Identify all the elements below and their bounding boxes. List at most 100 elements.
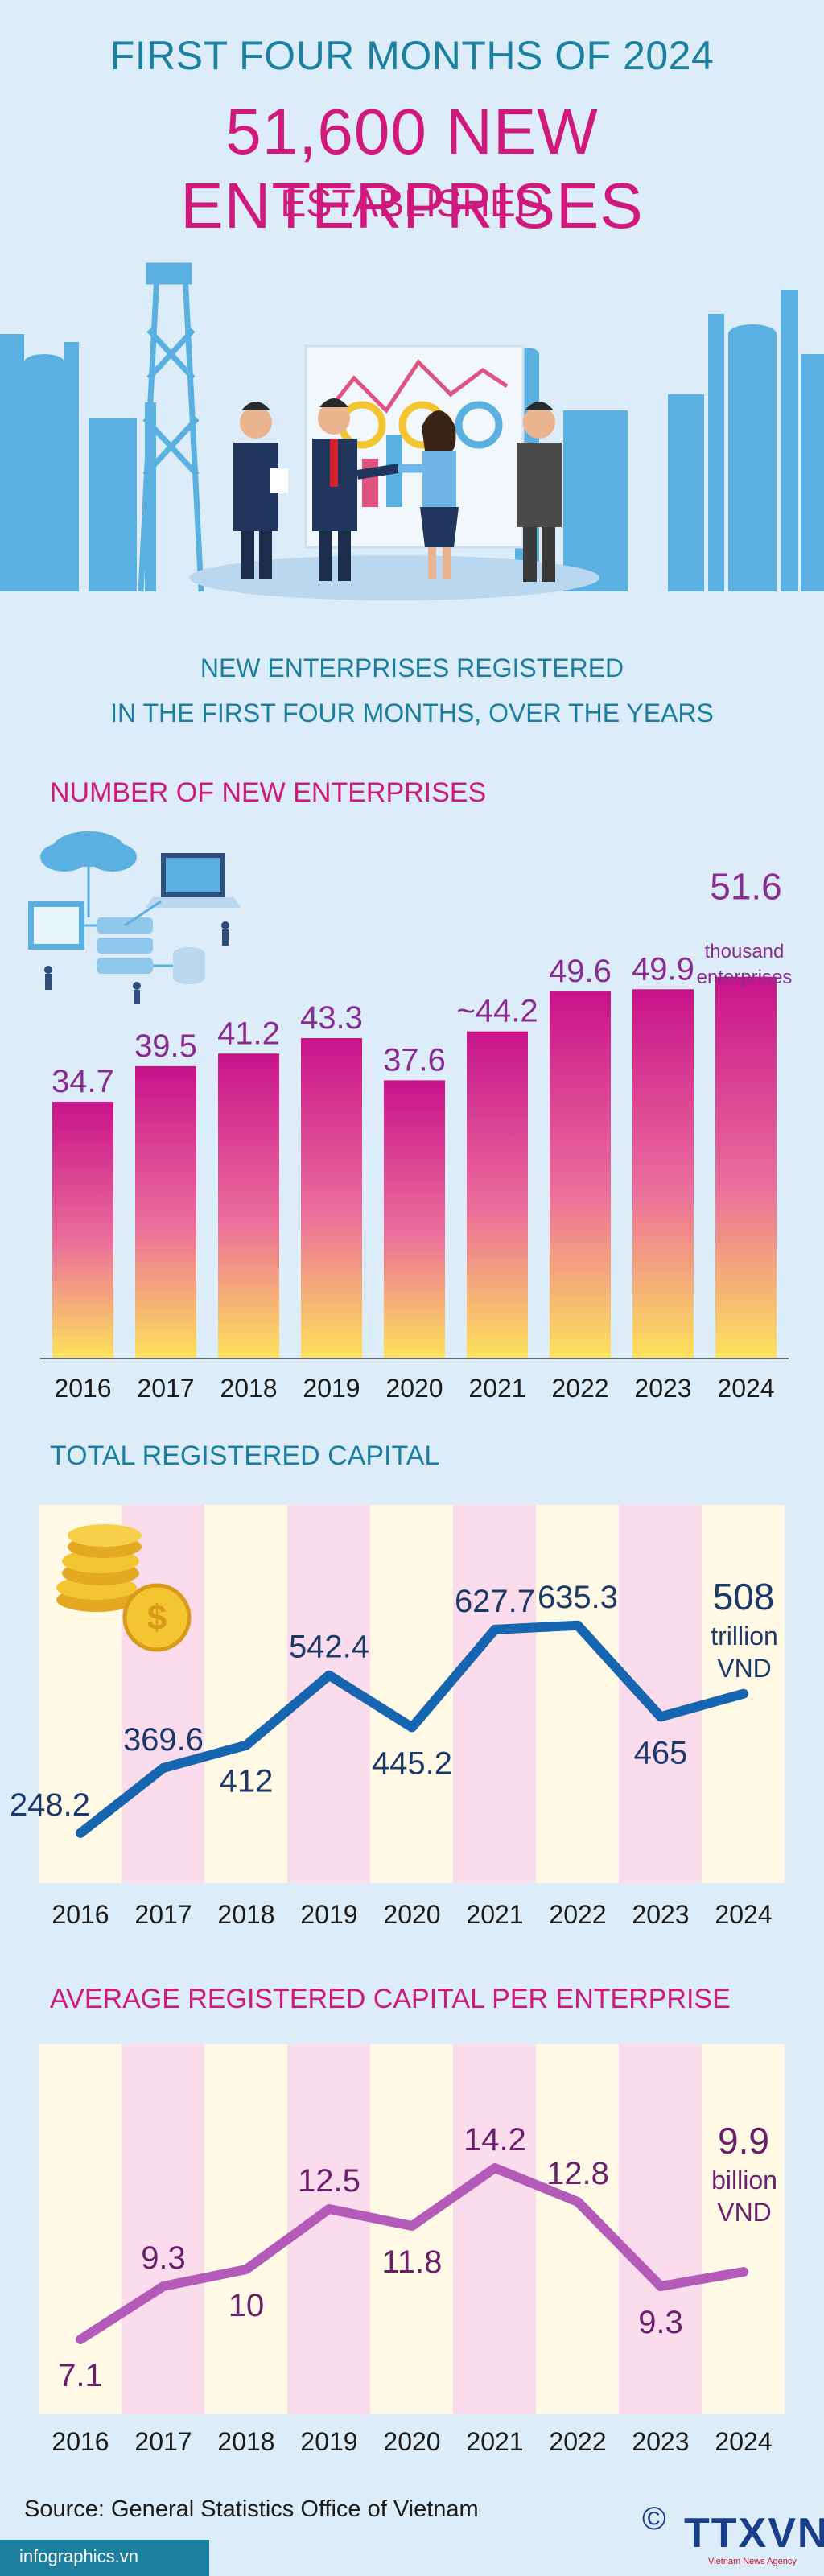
bar-2024 (715, 976, 777, 1358)
line-year-label: 2019 (300, 1900, 357, 1929)
column-stripe (453, 1505, 536, 1883)
businesswoman-icon (398, 410, 459, 579)
line-value-label: 7.1 (58, 2358, 103, 2393)
gold-coins-icon: $ (56, 1524, 192, 1652)
line-year-label: 2024 (715, 2427, 772, 2456)
svg-text:$: $ (147, 1598, 167, 1638)
bar-value-label: 34.7 (52, 1064, 114, 1099)
column-stripe (204, 2044, 287, 2414)
line-value-label: 11.8 (382, 2244, 443, 2280)
line-year-label: 2018 (217, 2427, 274, 2456)
bar-2019 (301, 1037, 362, 1358)
column-stripe (39, 2044, 122, 2414)
footer-bar (0, 2540, 209, 2576)
capital-line-chart: $ 248.2 369.6 412 542.4 445.2 627.7 635.3 465 50… (10, 1505, 785, 1929)
bar-year-label: 2018 (220, 1374, 277, 1403)
line-value-label: 445.2 (372, 1746, 452, 1782)
bar-2023 (632, 989, 694, 1358)
line-year-label: 2021 (466, 1900, 523, 1929)
bar-year-label: 2024 (717, 1374, 774, 1403)
monitor-icon (28, 901, 84, 950)
line-year-label: 2023 (632, 2427, 689, 2456)
headline: 51,600 NEW ENTERPRISES (180, 96, 644, 241)
ttxvn-logo: TTXVN (684, 2510, 824, 2557)
bar-value-label: 41.2 (217, 1016, 280, 1051)
line-year-label: 2019 (300, 2427, 357, 2456)
column-stripe (453, 2044, 536, 2414)
column-stripe (619, 1505, 702, 1883)
bar-value-label: 37.6 (383, 1042, 446, 1078)
average-unit-label-line2: VND (717, 2198, 772, 2227)
section-subtitle-line1: NEW ENTERPRISES REGISTERED (200, 653, 624, 682)
cloud-icon (40, 831, 137, 872)
bar-year-label: 2019 (303, 1374, 360, 1403)
line-value-label: 9.3 (638, 2305, 683, 2340)
column-stripe (122, 2044, 204, 2414)
site-link[interactable]: infographics.vn (19, 2546, 138, 2566)
line-value-label: 248.2 (10, 1787, 90, 1823)
capital-unit-label-line1: trillion (711, 1622, 778, 1651)
oil-derrick-icon (138, 262, 204, 592)
businessman-handshake-icon (312, 398, 399, 581)
bar-chart-title: NUMBER OF NEW ENTERPRISES (50, 777, 487, 808)
section-subtitle-line2: IN THE FIRST FOUR MONTHS, OVER THE YEARS (110, 699, 714, 727)
headline-sub: ESTABLISHED (280, 183, 544, 225)
line-value-label: 542.4 (289, 1630, 369, 1665)
bar-value-label: 51.6 (710, 866, 782, 908)
laptop-icon (145, 853, 241, 908)
bar-2018 (218, 1053, 279, 1358)
average-line-chart: 7.1 9.3 10 12.5 11.8 14.2 12.8 9.3 9.9 billion V… (39, 2044, 785, 2456)
line-year-label: 2016 (52, 2427, 109, 2456)
bar-value-label: 49.6 (549, 954, 612, 989)
bar-value-label: 39.5 (134, 1028, 197, 1064)
line-value-label: 627.7 (455, 1584, 535, 1619)
average-series-line (76, 2163, 748, 2344)
ttxvn-logo-subtitle: Vietnam News Agency (708, 2557, 797, 2566)
column-stripe (702, 2044, 785, 2414)
line-value-label: 10 (229, 2288, 265, 2323)
bar-unit-label-line1: thousand (705, 941, 785, 962)
line-year-label: 2021 (466, 2427, 523, 2456)
bar-2022 (550, 991, 611, 1358)
bar-value-label: 43.3 (300, 1000, 363, 1036)
bar-value-label: 49.9 (632, 951, 694, 987)
bar-year-label: 2021 (468, 1374, 525, 1403)
bar-2017 (135, 1065, 196, 1358)
line-value-label: 14.2 (464, 2122, 526, 2158)
line-year-label: 2022 (549, 2427, 606, 2456)
line-value-label: 412 (220, 1764, 274, 1799)
network-lines (84, 867, 173, 967)
bar-2021 (467, 1031, 528, 1358)
bar-unit-label-line2: enterprises (697, 967, 793, 988)
column-stripe (536, 1505, 619, 1883)
businessman-right-icon (517, 402, 562, 582)
bar-year-label: 2023 (634, 1374, 691, 1403)
bar-2020 (384, 1080, 445, 1358)
line-year-label: 2020 (383, 1900, 440, 1929)
bar-year-label: 2020 (385, 1374, 443, 1403)
bar-year-label: 2022 (551, 1374, 608, 1403)
line-year-label: 2017 (134, 1900, 192, 1929)
bar-chart: 34.7 2016 39.5 2017 41.2 2018 43.3 2019 37.6 2020… (40, 866, 793, 1403)
line-year-label: 2024 (715, 1900, 772, 1929)
hero-illustration (0, 262, 824, 600)
line-year-label: 2017 (134, 2427, 192, 2456)
column-stripe (619, 2044, 702, 2414)
line-year-label: 2016 (52, 1900, 109, 1929)
line-value-label: 508 (713, 1576, 775, 1618)
bar-year-label: 2017 (137, 1374, 194, 1403)
line-year-label: 2020 (383, 2427, 440, 2456)
line-value-label: 9.3 (141, 2240, 186, 2276)
capital-unit-label-line2: VND (717, 1654, 772, 1683)
bar-2016 (52, 1102, 113, 1358)
businessman-left-icon (233, 402, 288, 579)
average-unit-label-line1: billion (711, 2166, 777, 2195)
line-value-label: 465 (634, 1735, 688, 1770)
line-value-label: 9.9 (718, 2120, 769, 2162)
cloud-network-illustration (28, 831, 241, 1004)
kicker-title: FIRST FOUR MONTHS OF 2024 (109, 33, 715, 78)
column-stripe (122, 1505, 204, 1883)
capital-series-line (76, 1620, 748, 1838)
average-chart-title: AVERAGE REGISTERED CAPITAL PER ENTERPRIS… (50, 1984, 731, 2014)
database-icon (173, 947, 205, 984)
